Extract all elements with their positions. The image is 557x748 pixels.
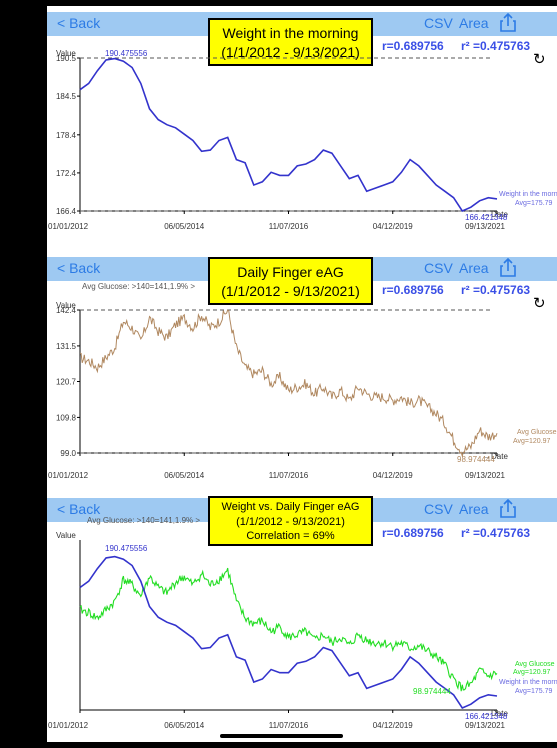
- series-avg-label: Avg=175.79: [515, 200, 553, 207]
- area-button[interactable]: Area: [459, 15, 489, 31]
- x-tick-label: 09/13/2021: [465, 721, 506, 730]
- title-line-2: (1/1/2012 - 9/13/2021): [236, 515, 345, 528]
- x-tick-label: 06/05/2014: [164, 471, 205, 480]
- x-tick-label: 09/13/2021: [465, 222, 506, 231]
- y-tick-label: 178.4: [56, 131, 77, 140]
- r-value: r=0.689756: [382, 39, 444, 53]
- chart-title-box: Weight vs. Daily Finger eAG (1/1/2012 - …: [208, 496, 373, 546]
- min-value-label: 98.974444: [457, 455, 495, 464]
- share-icon[interactable]: [500, 13, 516, 32]
- r-squared-value: r² =0.475763: [461, 39, 531, 53]
- glucose-series-line: [79, 567, 498, 692]
- share-icon[interactable]: [500, 258, 516, 277]
- series-name-label: Avg Glucose: [517, 429, 557, 436]
- y-tick-label: 109.8: [56, 413, 77, 422]
- y-tick-label: 131.5: [56, 342, 77, 351]
- weight-chart-panel: < Back CSV Area Weight in the morning (1…: [47, 12, 557, 244]
- weight-chart: Value →Date 01/01/2012 06/05/2014 11/07/2016…: [48, 49, 557, 231]
- x-axis-label: →Date: [483, 709, 508, 718]
- y-tick-label: 190.5: [56, 54, 77, 63]
- y-tick-label: 166.4: [56, 207, 77, 216]
- glucose-chart: Value →Date 01/01/2012 06/05/2014 11/07/2016…: [48, 301, 557, 480]
- r-squared-value: r² =0.475763: [461, 526, 531, 540]
- app-screen: < Back CSV Area Weight in the morning (1…: [47, 6, 557, 742]
- x-tick-label: 06/05/2014: [164, 721, 205, 730]
- area-button[interactable]: Area: [459, 501, 489, 517]
- share-icon[interactable]: [500, 499, 516, 518]
- x-tick-label: 11/07/2016: [269, 721, 309, 730]
- weight-max-label: 190.475556: [105, 544, 148, 553]
- series-avg-label: Avg=120.97: [513, 438, 551, 445]
- back-button[interactable]: < Back: [57, 260, 101, 276]
- x-tick-label: 01/01/2012: [48, 222, 89, 231]
- y-tick-label: 172.4: [56, 169, 77, 178]
- combined-chart-panel: < Back CSV Area Avg Glucose: >140=141,1.…: [47, 496, 557, 734]
- chart-title-box: Daily Finger eAG (1/1/2012 - 9/13/2021): [208, 257, 373, 305]
- weight-min-label: 166.421348: [465, 712, 508, 721]
- glucose-avg-label: Avg=120.97: [513, 669, 551, 676]
- x-tick-label: 06/05/2014: [164, 222, 205, 231]
- glucose-min-label: 98.974444: [413, 687, 451, 696]
- x-tick-label: 04/12/2019: [373, 471, 414, 480]
- csv-button[interactable]: CSV: [424, 15, 453, 31]
- refresh-icon[interactable]: ↻: [533, 295, 546, 312]
- title-line-2: (1/1/2012 - 9/13/2021): [221, 44, 360, 60]
- x-tick-label: 04/12/2019: [373, 222, 414, 231]
- title-line-1: Weight vs. Daily Finger eAG: [221, 501, 360, 513]
- title-line-2: (1/1/2012 - 9/13/2021): [221, 283, 360, 299]
- x-tick-label: 11/07/2016: [269, 222, 309, 231]
- title-line-1: Weight in the morning: [222, 25, 359, 41]
- weight-series-line: [79, 555, 498, 710]
- area-button[interactable]: Area: [459, 260, 489, 276]
- back-button[interactable]: < Back: [57, 15, 101, 31]
- glucose-series-line: [79, 309, 498, 458]
- weight-avg-label: Avg=175.79: [515, 688, 553, 695]
- min-value-label: 166.421348: [465, 213, 508, 222]
- r-squared-value: r² =0.475763: [461, 283, 531, 297]
- series-name-label: Weight in the morning: [499, 191, 557, 198]
- x-tick-label: 11/07/2016: [269, 471, 309, 480]
- csv-button[interactable]: CSV: [424, 501, 453, 517]
- weight-series-line: [79, 57, 498, 213]
- max-value-label: 190.475556: [105, 49, 148, 58]
- y-tick-label: 184.5: [56, 92, 77, 101]
- x-tick-label: 01/01/2012: [48, 471, 89, 480]
- glucose-chart-panel: < Back CSV Area Avg Glucose: >140=141,1.…: [47, 257, 557, 485]
- y-axis-label: Value: [56, 531, 76, 540]
- x-axis-label: →Date: [483, 452, 508, 461]
- refresh-icon[interactable]: ↻: [533, 51, 546, 68]
- avg-glucose-note[interactable]: Avg Glucose: >140=141,1.9% >: [87, 516, 201, 525]
- x-tick-label: 09/13/2021: [465, 471, 506, 480]
- r-value: r=0.689756: [382, 283, 444, 297]
- y-tick-label: 99.0: [60, 449, 76, 458]
- y-axis-label: Value: [56, 301, 76, 310]
- title-line-1: Daily Finger eAG: [237, 264, 344, 280]
- r-value: r=0.689756: [382, 526, 444, 540]
- weight-series-name-label: Weight in the morning: [499, 679, 557, 686]
- y-axis-label: Value: [56, 49, 76, 58]
- csv-button[interactable]: CSV: [424, 260, 453, 276]
- x-axis-label: →Date: [483, 210, 508, 219]
- y-tick-label: 120.7: [56, 378, 77, 387]
- combined-chart: Value →Date 01/01/2012 06/05/2014 11/07/2016…: [48, 531, 557, 730]
- home-indicator[interactable]: [220, 734, 343, 738]
- x-tick-label: 04/12/2019: [373, 721, 414, 730]
- avg-glucose-note[interactable]: Avg Glucose: >140=141,1.9% >: [82, 282, 196, 291]
- back-button[interactable]: < Back: [57, 501, 101, 517]
- title-line-3: Correlation = 69%: [246, 530, 335, 542]
- glucose-series-name-label: Avg Glucose: [515, 661, 555, 668]
- x-tick-label: 01/01/2012: [48, 721, 89, 730]
- y-tick-label: 142.4: [56, 306, 77, 315]
